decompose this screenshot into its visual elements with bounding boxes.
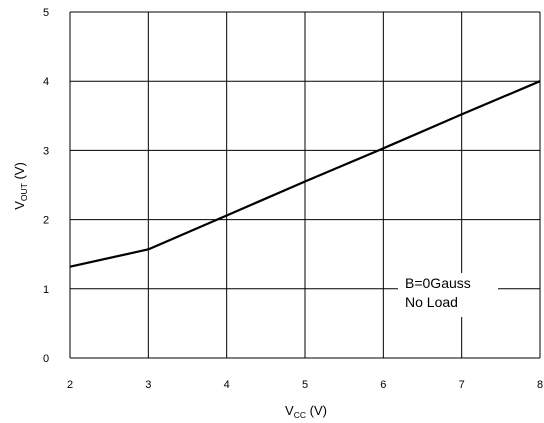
annotation-background xyxy=(398,273,498,317)
annotation-load: No Load xyxy=(405,294,458,310)
y-tick-label-4: 4 xyxy=(43,76,49,88)
annotation-b-field: B=0Gauss xyxy=(405,275,471,291)
x-tick-label-6: 8 xyxy=(537,379,543,391)
y-tick-label-1: 1 xyxy=(43,284,49,296)
grid xyxy=(69,11,541,359)
x-tick-label-5: 7 xyxy=(459,379,465,391)
y-axis-label: VOUT (V) xyxy=(12,162,29,210)
tick-labels: 2 3 4 5 6 7 8 0 1 2 3 4 5 xyxy=(43,7,543,391)
x-tick-label-4: 6 xyxy=(380,379,386,391)
y-tick-label-5: 5 xyxy=(43,7,49,19)
x-tick-label-1: 3 xyxy=(145,379,151,391)
y-tick-label-0: 0 xyxy=(43,353,49,365)
x-tick-label-3: 5 xyxy=(302,379,308,391)
series-line-0 xyxy=(69,80,541,268)
y-tick-label-2: 2 xyxy=(43,215,49,227)
x-tick-label-0: 2 xyxy=(67,379,73,391)
x-tick-label-2: 4 xyxy=(224,379,230,391)
series-layer xyxy=(69,80,541,268)
x-axis-label: VCC (V) xyxy=(285,403,327,420)
y-tick-label-3: 3 xyxy=(43,145,49,157)
